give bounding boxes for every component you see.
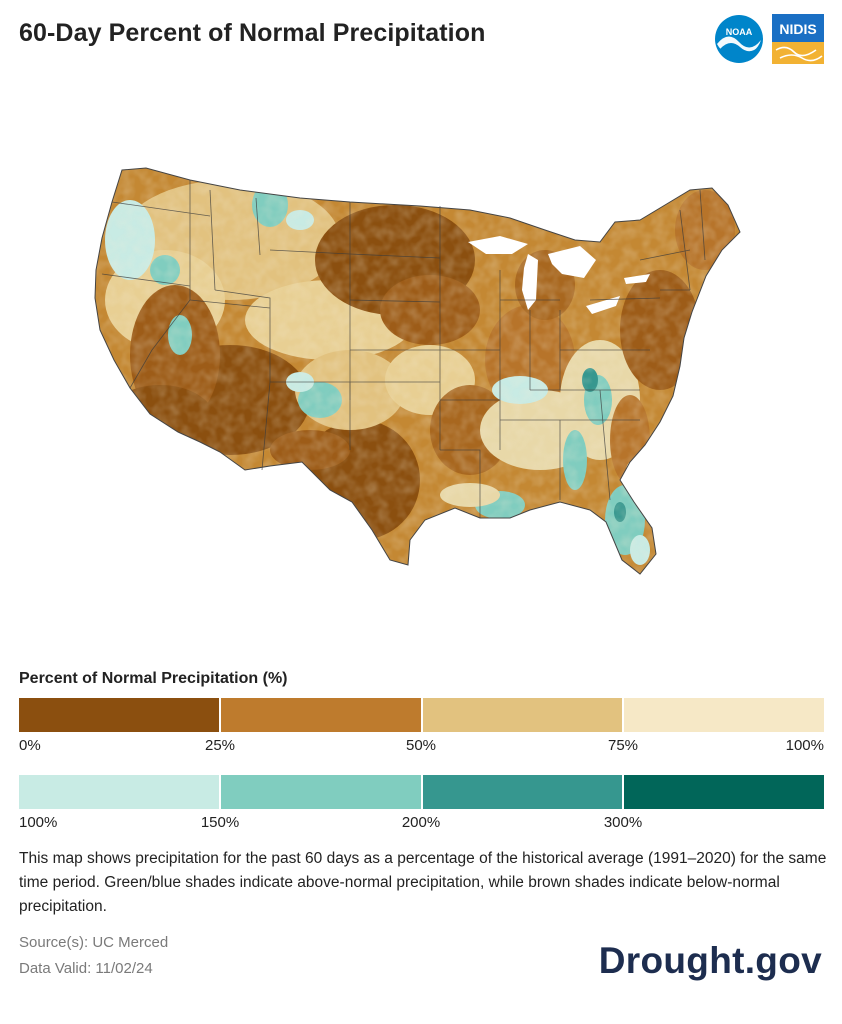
nidis-logo-text: NIDIS (779, 21, 816, 37)
logo-group: NOAA NIDIS (714, 14, 824, 64)
data-valid-text: Data Valid: 11/02/24 (19, 960, 153, 977)
wet-tick-300: 300% (603, 814, 643, 831)
wet-tick-100: 100% (19, 814, 58, 831)
nidis-logo-icon[interactable]: NIDIS (772, 14, 824, 64)
dry-tick-75: 75% (607, 737, 639, 754)
wet-color-scale (19, 775, 824, 809)
wet-swatch-200-300 (422, 775, 625, 809)
dry-tick-50: 50% (405, 737, 437, 754)
dry-tick-labels: 0% 25% 50% 75% 100% (19, 737, 824, 757)
source-info: Source(s): UC Merced Data Valid: 11/02/2… (19, 930, 168, 982)
wet-tick-labels: 100% 150% 200% 300% (19, 814, 824, 834)
dry-swatch-0-25 (19, 698, 221, 732)
drought-gov-brand[interactable]: Drought.gov (598, 940, 822, 981)
noaa-logo-text: NOAA (726, 27, 753, 37)
wet-swatch-100-150 (19, 775, 221, 809)
source-text: Source(s): UC Merced (19, 934, 169, 951)
page-title: 60-Day Percent of Normal Precipitation (19, 19, 486, 47)
state-boundaries (101, 180, 706, 518)
wet-swatch-150-200 (220, 775, 423, 809)
dry-color-scale (19, 698, 824, 732)
precipitation-map (0, 150, 842, 590)
map-description: This map shows precipitation for the pas… (19, 850, 827, 915)
dry-tick-100: 100% (785, 737, 824, 754)
dry-swatch-50-75 (422, 698, 625, 732)
legend-title: Percent of Normal Precipitation (%) (19, 670, 288, 687)
dry-swatch-75-100 (624, 698, 824, 732)
great-lakes (468, 236, 650, 314)
dry-tick-0: 0% (19, 737, 41, 754)
wet-tick-150: 150% (200, 814, 240, 831)
dry-swatch-25-50 (220, 698, 423, 732)
wet-tick-200: 200% (401, 814, 441, 831)
us-map (94, 167, 741, 575)
precipitation-shading (95, 168, 740, 574)
wet-swatch-300-plus (624, 775, 824, 809)
noaa-logo-icon[interactable]: NOAA (714, 14, 764, 64)
dry-tick-25: 25% (204, 737, 236, 754)
